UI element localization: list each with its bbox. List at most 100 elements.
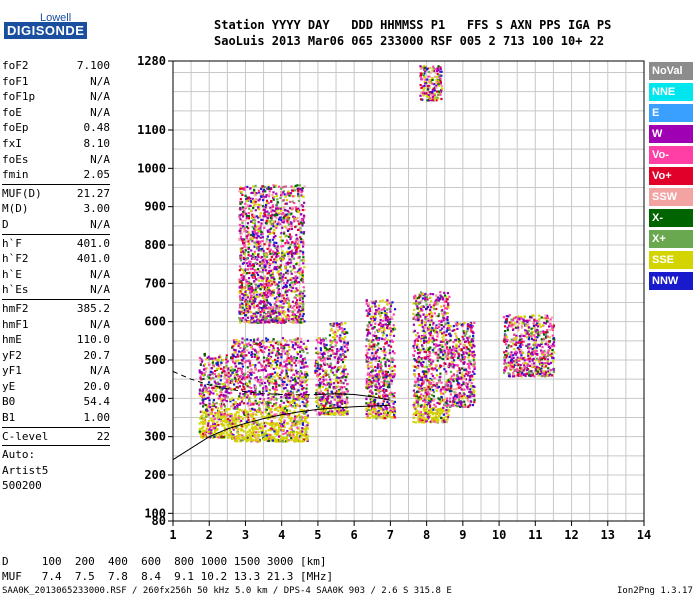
echo-point bbox=[275, 401, 278, 405]
echo-point bbox=[282, 401, 285, 404]
echo-point bbox=[303, 404, 306, 408]
echo-point bbox=[253, 401, 256, 404]
echo-point bbox=[318, 372, 322, 375]
echo-point bbox=[256, 268, 260, 271]
echo-point bbox=[213, 435, 216, 438]
echo-point bbox=[317, 405, 320, 408]
echo-point bbox=[369, 361, 372, 364]
echo-point bbox=[281, 350, 285, 353]
echo-point bbox=[297, 372, 300, 375]
echo-point bbox=[389, 358, 392, 361]
echo-point bbox=[343, 372, 346, 376]
echo-point bbox=[231, 345, 234, 348]
echo-point bbox=[325, 343, 328, 347]
echo-point bbox=[374, 409, 377, 412]
echo-point bbox=[213, 417, 216, 420]
echo-point bbox=[329, 412, 332, 415]
echo-point bbox=[250, 216, 253, 220]
echo-point bbox=[265, 386, 268, 389]
echo-point bbox=[268, 228, 271, 231]
echo-point bbox=[268, 302, 271, 305]
echo-point bbox=[241, 298, 244, 302]
echo-point bbox=[204, 429, 207, 432]
echo-point bbox=[268, 239, 271, 242]
echo-point bbox=[246, 376, 249, 379]
echo-point bbox=[388, 351, 392, 354]
echo-point bbox=[256, 338, 259, 341]
echo-point bbox=[243, 227, 246, 230]
echo-point bbox=[261, 277, 265, 280]
echo-point bbox=[270, 292, 273, 295]
echo-point bbox=[251, 221, 255, 225]
echo-point bbox=[238, 278, 241, 281]
echo-point bbox=[255, 225, 258, 228]
echo-point bbox=[281, 258, 284, 261]
echo-point bbox=[220, 397, 223, 400]
echo-point bbox=[386, 320, 389, 323]
echo-point bbox=[271, 294, 275, 297]
echo-point bbox=[256, 225, 259, 228]
echo-point bbox=[269, 316, 272, 319]
echo-point bbox=[211, 425, 215, 428]
echo-point bbox=[303, 393, 306, 396]
echo-point bbox=[245, 225, 249, 229]
echo-point bbox=[382, 323, 385, 327]
echo-point bbox=[340, 337, 343, 340]
echo-point bbox=[228, 419, 231, 422]
echo-point bbox=[223, 427, 226, 430]
echo-point bbox=[225, 420, 228, 424]
echo-point bbox=[243, 253, 246, 256]
echo-point bbox=[294, 364, 298, 367]
echo-point bbox=[336, 401, 339, 404]
echo-point bbox=[336, 405, 340, 409]
echo-point bbox=[346, 348, 350, 352]
echo-point bbox=[428, 337, 431, 340]
echo-point bbox=[421, 297, 424, 300]
echo-point bbox=[379, 318, 382, 322]
param-name: fxI bbox=[2, 136, 22, 150]
echo-point bbox=[277, 406, 280, 409]
echo-point bbox=[378, 394, 381, 398]
echo-point bbox=[289, 419, 292, 423]
echo-point bbox=[299, 435, 302, 438]
echo-point bbox=[390, 391, 393, 394]
param-row: foEs N/A bbox=[2, 152, 110, 168]
echo-point bbox=[257, 242, 260, 245]
param-row: B0 54.4 bbox=[2, 394, 110, 410]
echo-point bbox=[235, 411, 238, 414]
echo-point bbox=[261, 380, 264, 383]
echo-point bbox=[267, 405, 270, 408]
echo-point bbox=[205, 367, 208, 370]
echo-point bbox=[305, 398, 308, 401]
echo-point bbox=[370, 315, 373, 319]
echo-point bbox=[274, 321, 277, 324]
echo-point bbox=[437, 379, 440, 382]
echo-point bbox=[268, 319, 271, 322]
echo-point bbox=[427, 388, 430, 391]
echo-point bbox=[239, 354, 243, 357]
echo-point bbox=[264, 190, 267, 193]
echo-point bbox=[248, 428, 251, 432]
echo-point bbox=[222, 384, 225, 388]
echo-point bbox=[288, 233, 292, 236]
echo-point bbox=[198, 371, 201, 374]
echo-point bbox=[286, 263, 290, 266]
echo-point bbox=[335, 370, 338, 373]
echo-point bbox=[345, 403, 348, 406]
echo-point bbox=[296, 289, 299, 292]
echo-point bbox=[242, 311, 245, 315]
echo-point bbox=[259, 427, 262, 430]
echo-point bbox=[248, 262, 251, 266]
echo-point bbox=[222, 370, 225, 373]
echo-point bbox=[256, 318, 259, 321]
echo-point bbox=[250, 233, 253, 237]
echo-point bbox=[268, 346, 271, 349]
echo-point bbox=[258, 198, 261, 201]
echo-point bbox=[365, 380, 368, 383]
echo-point bbox=[305, 371, 308, 374]
echo-point bbox=[212, 401, 215, 404]
echo-point bbox=[270, 223, 274, 227]
echo-point bbox=[325, 378, 328, 381]
echo-point bbox=[260, 300, 263, 304]
echo-point bbox=[386, 299, 389, 302]
